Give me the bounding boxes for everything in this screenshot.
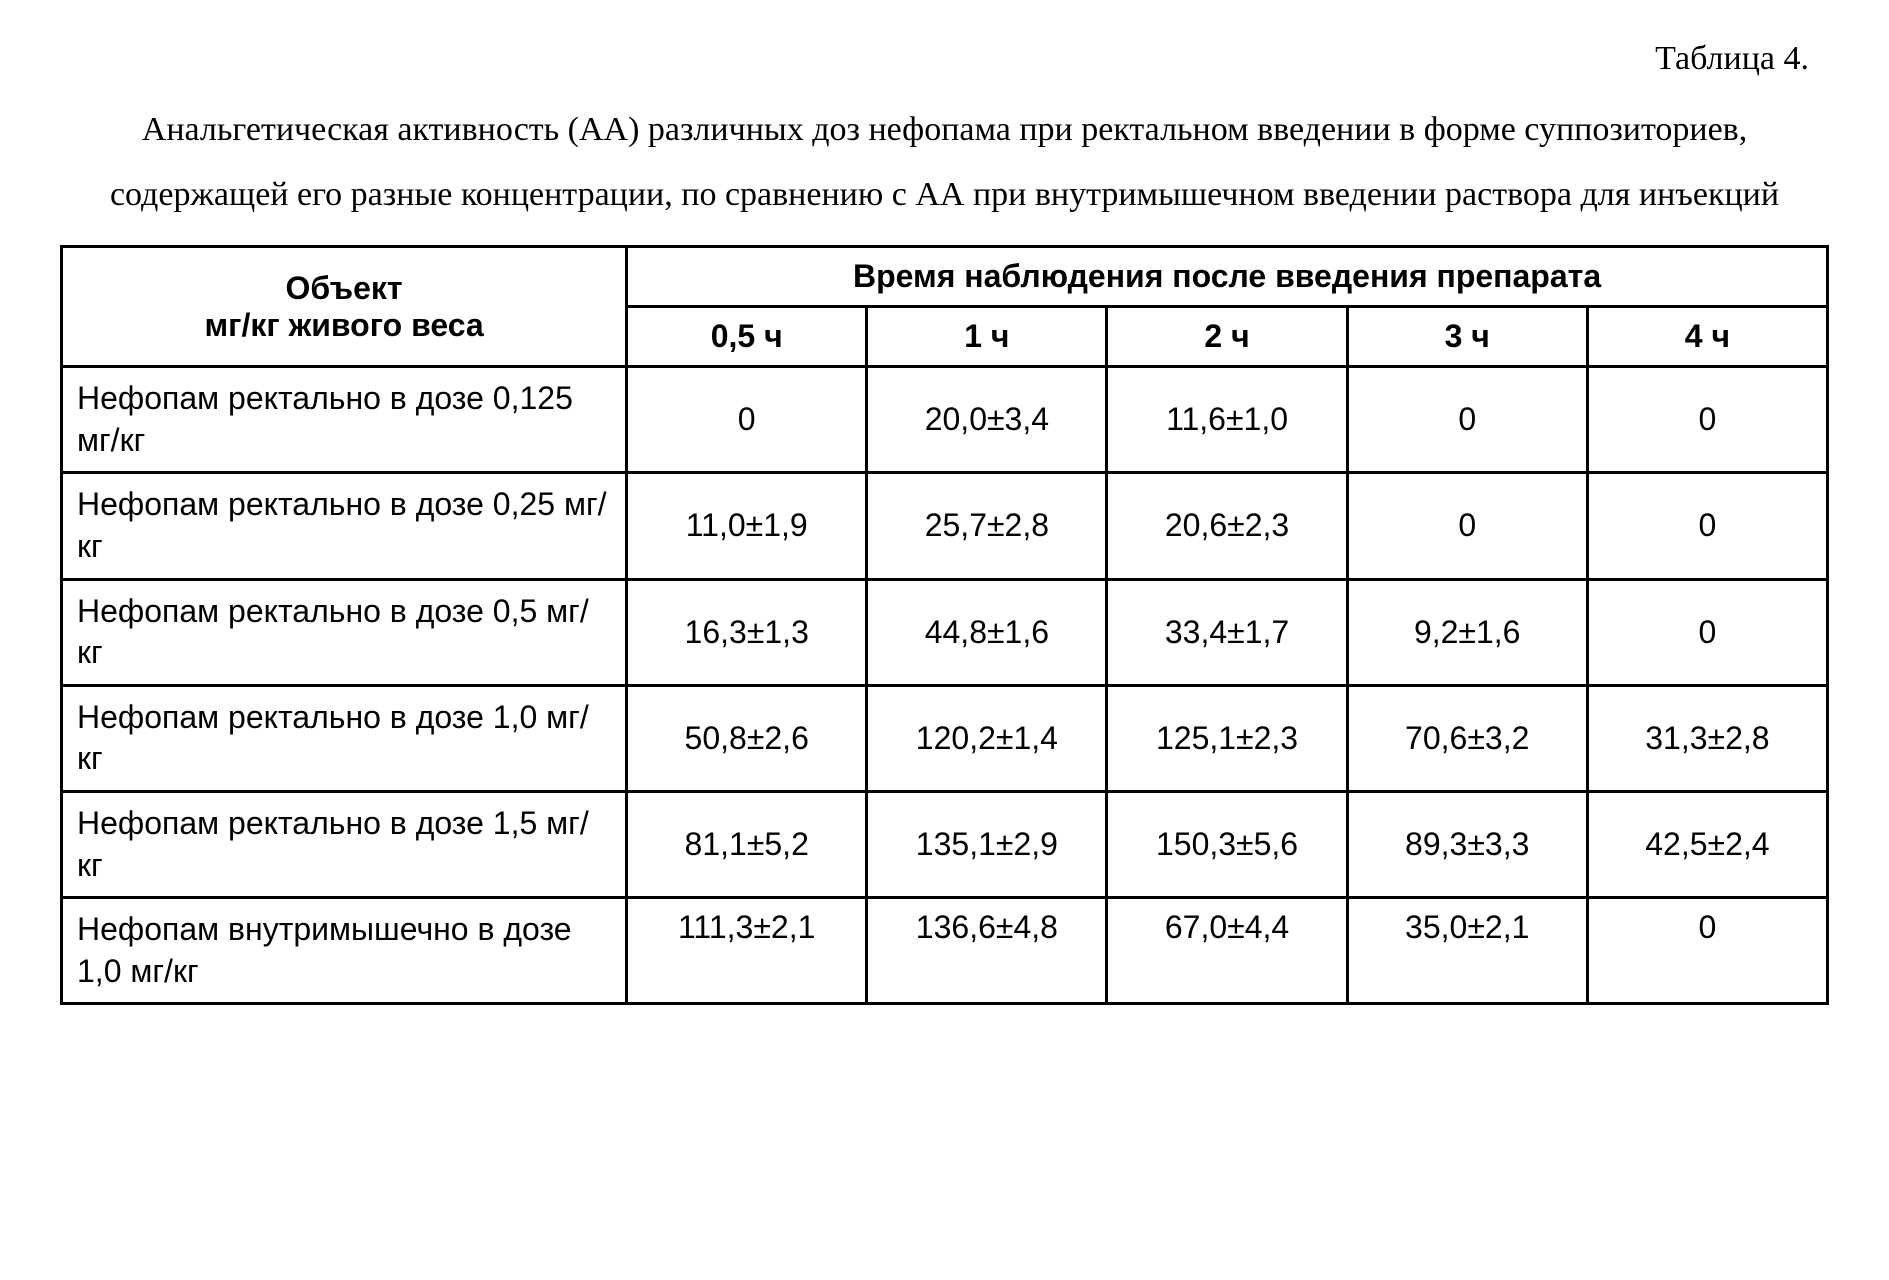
cell: 0 <box>1347 473 1587 579</box>
cell: 89,3±3,3 <box>1347 791 1587 897</box>
data-table: Объект мг/кг живого веса Время наблюдени… <box>60 245 1829 1005</box>
row-label: Нефопам ректально в дозе 0,125 мг/кг <box>62 367 627 473</box>
table-number: Таблица 4. <box>60 40 1829 78</box>
cell: 81,1±5,2 <box>627 791 867 897</box>
cell: 120,2±1,4 <box>867 685 1107 791</box>
table-row: Нефопам ректально в дозе 0,5 мг/кг 16,3±… <box>62 579 1828 685</box>
col-header-time-0: 0,5 ч <box>627 307 867 367</box>
cell: 25,7±2,8 <box>867 473 1107 579</box>
cell: 67,0±4,4 <box>1107 898 1347 1004</box>
cell: 20,6±2,3 <box>1107 473 1347 579</box>
col-header-time-4: 4 ч <box>1587 307 1827 367</box>
col-header-time-2: 2 ч <box>1107 307 1347 367</box>
table-body: Нефопам ректально в дозе 0,125 мг/кг 0 2… <box>62 367 1828 1004</box>
table-row: Нефопам ректально в дозе 1,0 мг/кг 50,8±… <box>62 685 1828 791</box>
cell: 136,6±4,8 <box>867 898 1107 1004</box>
cell: 44,8±1,6 <box>867 579 1107 685</box>
table-header-row-1: Объект мг/кг живого веса Время наблюдени… <box>62 247 1828 307</box>
cell: 0 <box>1587 473 1827 579</box>
table-row: Нефопам ректально в дозе 0,125 мг/кг 0 2… <box>62 367 1828 473</box>
col-header-object-line2: мг/кг живого веса <box>204 307 483 343</box>
table-row: Нефопам внутримышечно в дозе 1,0 мг/кг 1… <box>62 898 1828 1004</box>
table-caption: Анальгетическая активность (АА) различны… <box>60 98 1829 227</box>
cell: 0 <box>1587 579 1827 685</box>
cell: 42,5±2,4 <box>1587 791 1827 897</box>
col-header-time-1: 1 ч <box>867 307 1107 367</box>
cell: 70,6±3,2 <box>1347 685 1587 791</box>
cell: 135,1±2,9 <box>867 791 1107 897</box>
col-header-time-span: Время наблюдения после введения препарат… <box>627 247 1828 307</box>
row-label: Нефопам ректально в дозе 1,0 мг/кг <box>62 685 627 791</box>
cell: 50,8±2,6 <box>627 685 867 791</box>
cell: 0 <box>1347 367 1587 473</box>
col-header-time-3: 3 ч <box>1347 307 1587 367</box>
cell: 33,4±1,7 <box>1107 579 1347 685</box>
table-head: Объект мг/кг живого веса Время наблюдени… <box>62 247 1828 367</box>
cell: 0 <box>1587 367 1827 473</box>
cell: 31,3±2,8 <box>1587 685 1827 791</box>
cell: 0 <box>627 367 867 473</box>
row-label: Нефопам ректально в дозе 0,25 мг/кг <box>62 473 627 579</box>
cell: 11,6±1,0 <box>1107 367 1347 473</box>
cell: 20,0±3,4 <box>867 367 1107 473</box>
cell: 11,0±1,9 <box>627 473 867 579</box>
row-label: Нефопам ректально в дозе 1,5 мг/кг <box>62 791 627 897</box>
cell: 150,3±5,6 <box>1107 791 1347 897</box>
table-row: Нефопам ректально в дозе 1,5 мг/кг 81,1±… <box>62 791 1828 897</box>
col-header-object: Объект мг/кг живого веса <box>62 247 627 367</box>
row-label: Нефопам внутримышечно в дозе 1,0 мг/кг <box>62 898 627 1004</box>
cell: 35,0±2,1 <box>1347 898 1587 1004</box>
cell: 0 <box>1587 898 1827 1004</box>
table-row: Нефопам ректально в дозе 0,25 мг/кг 11,0… <box>62 473 1828 579</box>
col-header-object-line1: Объект <box>286 270 403 306</box>
cell: 111,3±2,1 <box>627 898 867 1004</box>
cell: 9,2±1,6 <box>1347 579 1587 685</box>
cell: 125,1±2,3 <box>1107 685 1347 791</box>
page: Таблица 4. Анальгетическая активность (А… <box>60 40 1829 1005</box>
cell: 16,3±1,3 <box>627 579 867 685</box>
row-label: Нефопам ректально в дозе 0,5 мг/кг <box>62 579 627 685</box>
